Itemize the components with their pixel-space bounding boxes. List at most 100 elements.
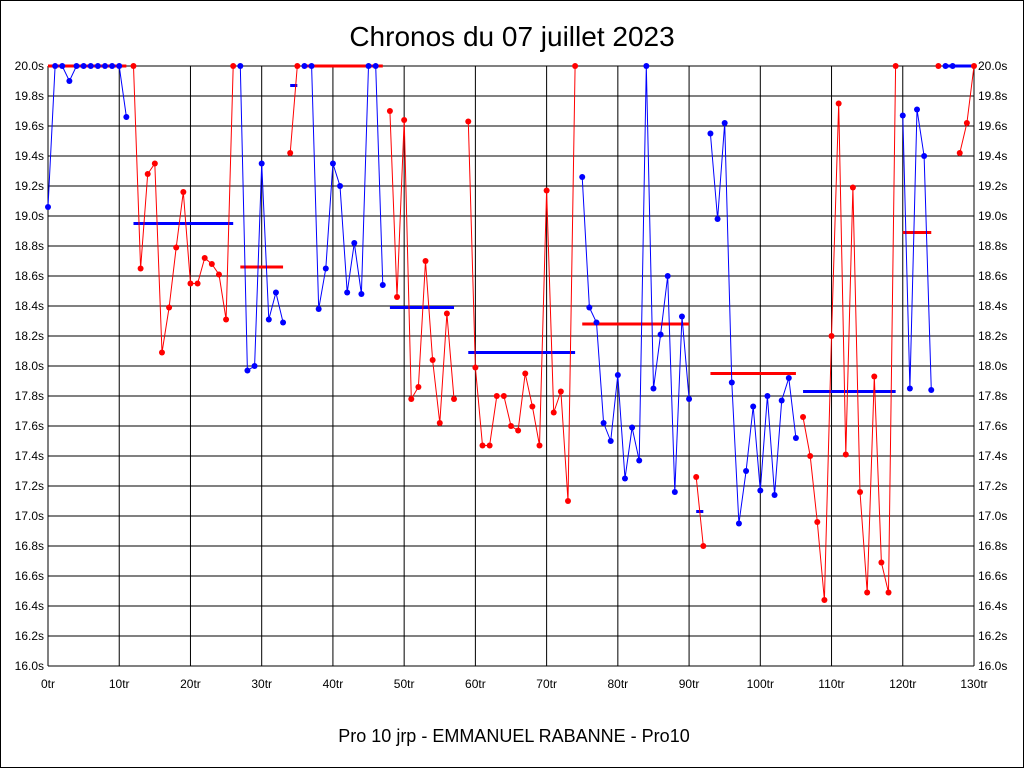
y-tick-label-right: 18.8s [978,239,1007,253]
lap-point [337,183,344,189]
y-tick-label-right: 17.6s [978,419,1007,433]
lap-point [686,396,693,402]
x-tick-label: 0tr [41,677,55,691]
y-tick-label-right: 19.6s [978,119,1007,133]
lap-point [714,216,721,222]
lap-point [935,63,942,69]
lap-point [750,403,757,410]
lap-point [593,319,600,326]
lap-point [101,63,108,69]
lap-point [130,63,137,69]
lap-point [344,289,351,296]
lap-point [251,363,258,369]
lap-point [479,442,486,449]
y-tick-label-right: 16.8s [978,539,1007,553]
lap-point [280,319,287,326]
lap-point [963,120,970,126]
lap-point [657,331,664,338]
lap-point [771,492,778,498]
x-tick-label: 130tr [960,677,987,691]
lap-point [664,273,671,279]
x-tick-label: 60tr [465,677,486,691]
series-line [289,65,298,154]
lap-point [66,78,73,84]
y-tick-label-right: 18.2s [978,329,1007,343]
lap-point [265,316,272,323]
lap-point [237,63,244,69]
lap-point [643,63,650,69]
lap-point [144,171,151,177]
lap-point [208,261,215,267]
lap-point [678,313,685,320]
lap-point [230,63,237,69]
lap-point [80,63,87,69]
lap-point [671,489,678,495]
lap-point [864,589,871,596]
y-tick-label-left: 16.2s [15,629,44,643]
lap-point [906,385,913,392]
lap-point [408,396,415,402]
lap-point [365,63,372,69]
lap-point [700,543,707,549]
y-tick-label-left: 19.6s [15,119,44,133]
lap-point [45,204,51,210]
lap-point [322,265,329,272]
series-line [581,65,690,493]
lap-point [301,63,308,69]
lap-point [201,255,208,261]
lap-point [778,397,785,404]
lap-point [828,333,835,339]
y-tick-label-left: 18.2s [15,329,44,343]
y-tick-label-right: 16.0s [978,659,1007,673]
lap-point [465,118,472,125]
y-tick-label-right: 17.2s [978,479,1007,493]
lap-point [949,63,956,69]
lap-point [451,396,458,402]
lap-point [215,271,222,278]
lap-point [814,519,821,525]
y-tick-label-left: 18.4s [15,299,44,313]
y-tick-label-left: 19.8s [15,89,44,103]
lap-point [942,63,949,69]
x-tick-label: 120tr [889,677,916,691]
lap-point [914,106,921,113]
lap-point [294,63,301,69]
lap-point [629,424,636,431]
series-line [467,65,576,502]
lap-point [614,372,621,378]
lap-point [351,240,358,246]
lap-point [564,498,571,504]
lap-point [443,310,450,317]
lap-point [600,420,607,426]
lap-point [151,160,158,167]
series-line [902,109,932,391]
lap-point [735,520,742,527]
lap-point [472,364,479,371]
lap-point [94,63,101,69]
lap-point [707,130,714,137]
lap-point [386,108,393,114]
lap-point [899,112,906,119]
lap-point [329,160,336,167]
lap-point [187,280,194,287]
grid [47,65,975,667]
x-tick-label: 90tr [679,677,700,691]
lap-point [87,63,94,69]
lap-series [45,63,977,603]
y-tick-label-right: 18.0s [978,359,1007,373]
lap-point [956,150,963,156]
series-line [959,65,975,154]
y-tick-label-right: 17.4s [978,449,1007,463]
lap-point [422,258,429,264]
lap-point [486,442,493,449]
lap-point [59,63,66,69]
lap-point [194,280,201,287]
lap-point [757,487,764,494]
x-tick-label: 110tr [818,677,844,691]
lap-point [73,63,80,69]
lap-point [579,174,586,180]
lap-point [807,453,814,459]
lap-point [842,451,849,458]
lap-point [721,120,728,126]
